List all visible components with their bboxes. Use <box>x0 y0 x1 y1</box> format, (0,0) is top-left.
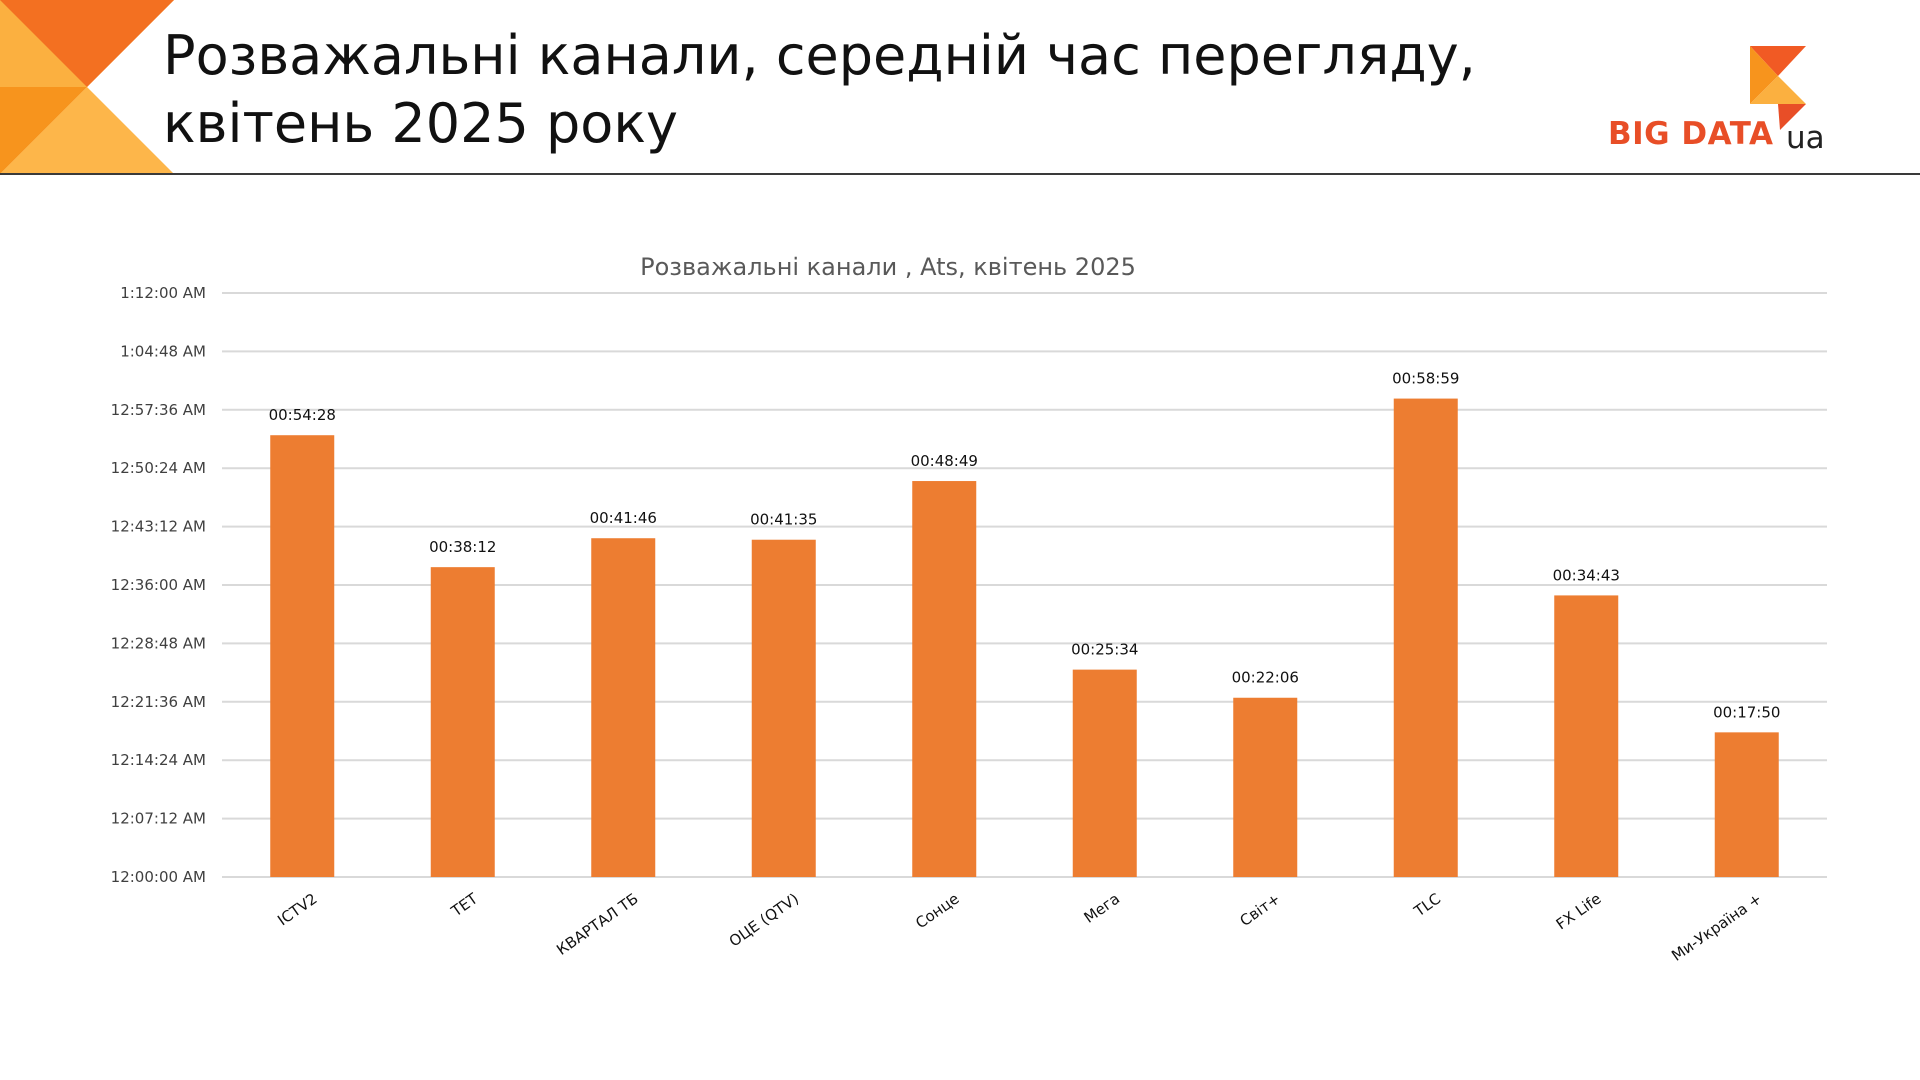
slide-title-line-1: Розважальні канали, середній час перегля… <box>163 24 1476 87</box>
bar-value-label: 00:34:43 <box>1553 566 1620 584</box>
bar <box>751 539 816 877</box>
bar-value-label: 00:17:50 <box>1713 703 1780 721</box>
slide-title-line-2: квітень 2025 року <box>163 92 678 155</box>
y-tick-label: 12:28:48 AM <box>111 634 206 652</box>
x-axis-tick-labels: ICTV2 ТЕТ КВАРТАЛ ТБ ОЦЕ (QTV) Сонце Мега Світ… <box>274 889 1765 965</box>
chart-value-labels: 00:54:28 00:38:12 00:41:46 00:41:35 00:48:49… <box>269 370 1781 722</box>
y-tick-label: 1:12:00 AM <box>120 284 206 302</box>
x-tick-label: FX Life <box>1553 890 1605 934</box>
bar <box>1072 669 1137 877</box>
bar-value-label: 00:41:46 <box>590 509 657 527</box>
bar <box>430 567 495 877</box>
x-tick-label: ОЦЕ (QTV) <box>726 890 802 951</box>
bar-value-label: 00:22:06 <box>1232 669 1299 687</box>
x-tick-label: Сонце <box>912 890 962 933</box>
bar <box>1714 732 1779 877</box>
y-tick-label: 12:14:24 AM <box>111 751 206 769</box>
y-axis-tick-labels: 12:00:00 AM 12:07:12 AM 12:14:24 AM 12:21:3… <box>111 284 206 886</box>
slide-title: Розважальні канали, середній час перегля… <box>163 22 1563 158</box>
bar <box>912 481 977 877</box>
x-tick-label: ICTV2 <box>274 890 320 930</box>
big-data-ua-logo: BIG DATA ua <box>1602 46 1842 158</box>
bar <box>1233 697 1298 877</box>
x-tick-label: Ми-Україна + <box>1668 890 1765 965</box>
y-tick-label: 12:50:24 AM <box>111 459 206 477</box>
corner-decoration <box>0 0 174 174</box>
y-tick-label: 12:21:36 AM <box>111 693 206 711</box>
logo-mark-icon <box>1750 46 1806 130</box>
bar-value-label: 00:48:49 <box>911 452 978 470</box>
bar-value-label: 00:54:28 <box>269 406 336 424</box>
y-tick-label: 12:07:12 AM <box>111 810 206 828</box>
y-tick-label: 12:43:12 AM <box>111 518 206 536</box>
logo-suffix: ua <box>1786 120 1825 156</box>
bar-value-label: 00:38:12 <box>429 538 496 556</box>
x-tick-label: Світ+ <box>1237 890 1284 930</box>
chart-title: Розважальні канали , Ats, квітень 2025 <box>640 253 1136 281</box>
x-tick-label: ТЕТ <box>447 889 482 921</box>
y-tick-label: 12:00:00 AM <box>111 868 206 886</box>
bar <box>1554 595 1619 877</box>
bar-value-label: 00:25:34 <box>1071 641 1138 659</box>
bar <box>270 435 335 877</box>
header-divider <box>0 173 1920 175</box>
bar <box>1393 398 1458 877</box>
y-tick-label: 12:36:00 AM <box>111 576 206 594</box>
bar-value-label: 00:58:59 <box>1392 370 1459 388</box>
x-tick-label: TLC <box>1410 890 1444 921</box>
x-tick-label: Мега <box>1081 890 1123 927</box>
y-tick-label: 12:57:36 AM <box>111 401 206 419</box>
bar-value-label: 00:41:35 <box>750 511 817 529</box>
x-tick-label: КВАРТАЛ ТБ <box>553 890 641 959</box>
chart-bars <box>270 398 1779 877</box>
y-tick-label: 1:04:48 AM <box>120 342 206 360</box>
bar <box>591 538 656 877</box>
logo-text: BIG DATA <box>1608 116 1774 152</box>
